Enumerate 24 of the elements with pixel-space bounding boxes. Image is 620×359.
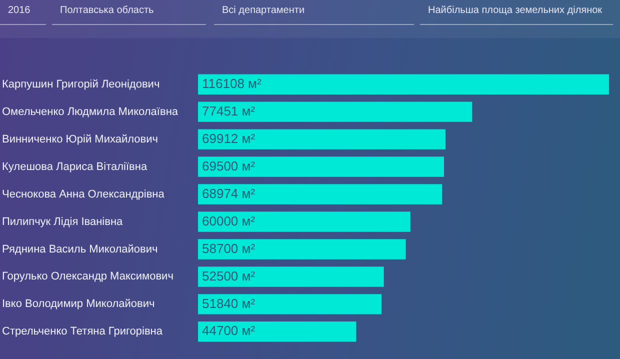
data-label: 69912 м²: [202, 130, 256, 146]
text: Полтавська область: [52, 5, 206, 25]
text: 2016: [0, 5, 46, 25]
data-label: 69500 м²: [202, 158, 256, 174]
y-tick-label: Івко Володимир Миколайович: [2, 298, 155, 310]
y-tick-label: Пилипчук Лідія Іванівна: [2, 216, 124, 228]
y-tick-label: Карпушин Григорій Леонідович: [2, 78, 160, 90]
data-label: 68974 м²: [202, 186, 256, 201]
data-label: 116108 м²: [202, 76, 262, 91]
data-label: 77451 м²: [202, 103, 256, 118]
text: Найбільша площа земельних ділянок: [420, 5, 613, 25]
data-label: 51840 м²: [202, 296, 256, 311]
y-tick-label: Горулько Олександр Максимович: [2, 270, 174, 283]
y-tick-label: Кулешова Лариса Віталіївна: [2, 160, 148, 173]
data-label: 58700 м²: [202, 240, 256, 256]
y-tick-label: Омельченко Людмила Миколаївна: [2, 106, 179, 118]
y-tick-label: Ряднина Василь Миколайович: [2, 243, 158, 256]
text: Всі департаменти: [214, 5, 414, 25]
data-label: 52500 м²: [202, 268, 256, 284]
y-tick-label: Винниченко Юрій Михайлович: [2, 133, 158, 146]
y-tick-label: Стрельченко Тетяна Григорівна: [2, 326, 164, 338]
y-tick-label: Чеснокова Анна Олександрівна: [2, 188, 166, 200]
data-label: 44700 м²: [202, 323, 256, 338]
data-label: 60000 м²: [202, 213, 256, 228]
